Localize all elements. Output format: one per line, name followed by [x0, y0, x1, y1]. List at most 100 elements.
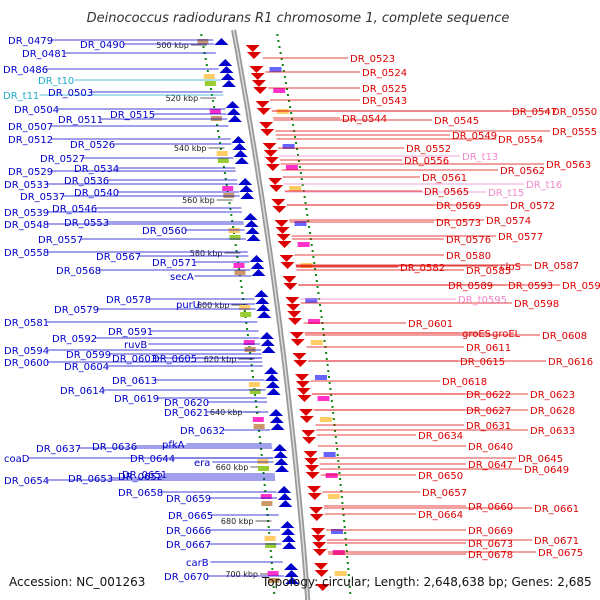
gene-label: DR_0595: [562, 281, 600, 292]
gene-label: DR_0601: [408, 319, 453, 330]
track-tick: [312, 256, 315, 258]
track-tick: [322, 328, 325, 330]
gene-label: DR_0628: [530, 406, 575, 417]
gene-label: DR_t0595: [458, 295, 507, 306]
reverse-gene-arrow: [311, 528, 326, 535]
forward-gene-box: [260, 494, 272, 499]
gene-label: DR_0591: [108, 327, 153, 338]
gene-label: DR_0547: [512, 107, 557, 118]
track-tick: [225, 184, 228, 186]
gene-label: DR_0665: [168, 511, 213, 522]
forward-gene-arrow: [277, 486, 292, 493]
track-tick: [254, 400, 257, 402]
gene-label: DR_0549: [452, 131, 497, 142]
gene-label: DR_0560: [142, 226, 187, 237]
forward-gene-box: [252, 417, 264, 422]
reverse-gene-arrow: [274, 220, 289, 227]
reverse-gene-arrow: [263, 150, 278, 157]
gene-label: DR_0619: [114, 394, 159, 405]
forward-gene-arrow: [214, 38, 229, 45]
gene-label: DR_0556: [404, 156, 449, 167]
chromosome-backbone: [231, 29, 311, 600]
gene-label: DR_0605: [152, 354, 197, 365]
forward-gene-arrow: [250, 262, 265, 269]
track-tick: [283, 76, 286, 78]
forward-gene-box: [265, 543, 277, 548]
gene-label: carB: [186, 558, 209, 569]
track-tick: [263, 484, 266, 486]
track-tick: [300, 178, 303, 180]
forward-gene-arrow: [221, 80, 236, 87]
scale-label: 620 kbp: [204, 355, 237, 364]
reverse-gene-arrow: [280, 262, 295, 269]
track-tick: [328, 382, 331, 384]
forward-gene-box: [261, 501, 273, 506]
gene-label: DR_0644: [130, 454, 175, 465]
gene-label: DR_0623: [530, 390, 575, 401]
gene-label: DR_0651: [122, 470, 167, 481]
track-tick: [210, 88, 212, 90]
forward-gene-arrow: [243, 213, 258, 220]
forward-gene-box: [233, 263, 245, 268]
track-tick: [289, 106, 292, 108]
reverse-gene-box: [300, 263, 313, 268]
reverse-gene-arrow: [255, 101, 270, 108]
gene-label: secA: [170, 272, 194, 283]
reverse-gene-arrow: [295, 381, 310, 388]
track-tick: [280, 58, 283, 60]
track-tick: [343, 520, 346, 522]
forward-gene-arrow: [255, 297, 270, 304]
forward-gene-arrow: [260, 339, 275, 346]
track-tick: [282, 70, 285, 72]
gene-label: DR_0667: [166, 540, 211, 551]
track-tick: [231, 220, 234, 222]
gene-label: DR_0567: [96, 252, 141, 263]
track-tick: [326, 364, 329, 366]
gene-label: ruvB: [124, 340, 147, 351]
reverse-gene-arrow: [309, 507, 324, 514]
gene-label: DR_t16: [526, 180, 562, 191]
track-tick: [346, 562, 349, 564]
track-tick: [232, 226, 235, 228]
reverse-gene-box: [276, 109, 289, 114]
track-tick: [290, 112, 293, 114]
gene-label: DR_0534: [74, 164, 119, 175]
track-tick: [276, 34, 279, 36]
track-tick: [219, 142, 222, 144]
gene-label: DR_0652: [118, 472, 163, 483]
reverse-gene-arrow: [305, 472, 320, 479]
forward-gene-arrow: [246, 234, 261, 241]
gene-label: DR_0631: [466, 421, 511, 432]
gene-label: DR_0658: [118, 488, 163, 499]
forward-gene-box: [257, 459, 269, 464]
track-tick: [251, 370, 254, 372]
track-tick: [262, 472, 265, 474]
reverse-gene-arrow: [288, 318, 303, 325]
forward-gene-arrow: [232, 143, 247, 150]
track-tick: [291, 118, 294, 120]
gene-label: DR_0503: [48, 88, 93, 99]
track-tick: [278, 46, 281, 48]
forward-gene-arrow: [280, 521, 295, 528]
track-tick: [345, 550, 348, 552]
reverse-gene-arrow: [309, 514, 324, 521]
reverse-gene-box: [285, 165, 298, 170]
track-tick: [298, 166, 301, 168]
gene-label: DR_0525: [362, 84, 407, 95]
track-tick: [309, 232, 311, 234]
scale-label: 680 kbp: [221, 517, 254, 526]
forward-gene-arrow: [244, 220, 259, 227]
gene-label: DR_0650: [418, 471, 463, 482]
track-tick: [239, 280, 242, 282]
track-tick: [284, 82, 287, 84]
reverse-gene-arrow: [286, 304, 301, 311]
gene-label: DR_0678: [468, 550, 513, 561]
reverse-gene-arrow: [315, 584, 330, 591]
forward-gene-box: [253, 424, 265, 429]
track-tick: [243, 310, 246, 312]
forward-gene-arrow: [219, 66, 234, 73]
reverse-gene-arrow: [264, 157, 279, 164]
track-tick: [206, 70, 209, 72]
track-tick: [316, 286, 319, 288]
